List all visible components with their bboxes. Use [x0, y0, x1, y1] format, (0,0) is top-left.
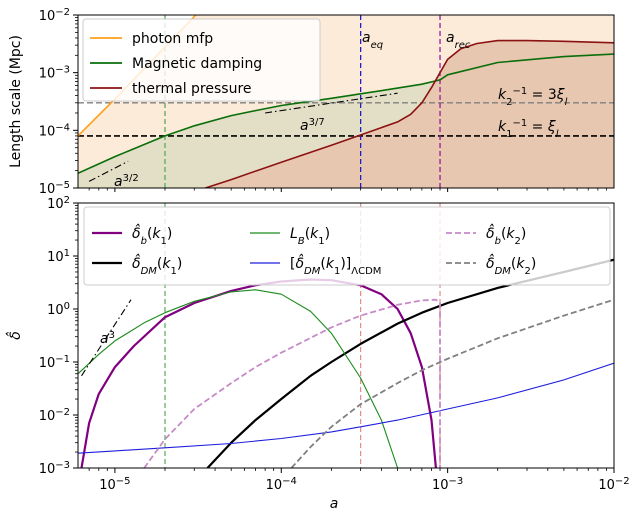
ytick-label-top-1: 10−4	[39, 122, 70, 140]
ytick-label-bottom-2: 10−1	[39, 354, 70, 372]
legend-label-5: δ̂DM(k2)	[486, 253, 536, 276]
legend-label-0: δ̂b(k1)	[132, 223, 172, 246]
top-panel: aeq arec a3/2 a3/7 k2−1 = 3ξl k1−1 = ξl photon…	[8, 7, 615, 198]
ylabel-top: Length scale (Mpc)	[8, 35, 24, 168]
annot-a-3-7: a3/7	[300, 117, 325, 135]
annot-a-eq: aeq	[362, 30, 383, 51]
series-line-thermal-pressure	[205, 39, 614, 188]
frame-bottom	[77, 202, 615, 469]
guide-line-4	[265, 92, 398, 114]
legend-box	[82, 18, 321, 102]
legend-label-2: thermal pressure	[132, 81, 252, 97]
legend-label-1: Magnetic damping	[132, 56, 262, 72]
series-line-3	[78, 362, 614, 454]
xtick-label-bottom-1: 10−4	[266, 476, 297, 494]
legend-label-0: photon mfp	[132, 31, 213, 47]
annot-a-rec: arec	[446, 30, 471, 51]
ytick-label-bottom-1: 10−2	[39, 407, 70, 425]
series-line-magnetic-damping	[78, 53, 614, 175]
legend-label-4: [δ̂DM(k1)]ΛCDM	[290, 253, 381, 276]
series-line-1	[206, 258, 614, 468]
xtick-label-bottom-0: 10−5	[99, 476, 130, 494]
annot-k1: k1−1 = ξl	[498, 118, 559, 140]
series-line-2	[78, 289, 399, 468]
ytick-label-top-3: 10−2	[39, 7, 70, 25]
legend-label-1: LB(k1)	[290, 226, 330, 247]
ytick-label-top-2: 10−3	[39, 64, 70, 82]
xtick-label-bottom-3: 10−2	[598, 476, 629, 494]
annot-k2: k2−1 = 3ξl	[498, 86, 568, 108]
ytick-label-bottom-5: 102	[47, 195, 70, 213]
series-line-4	[143, 298, 441, 468]
legend-label-3: δ̂DM(k1)	[132, 253, 182, 276]
legend-bottom: δ̂b(k1) LB(k1) δ̂b(k2) δ̂DM(k1) [δ̂DM(k1)]ΛC…	[83, 206, 611, 286]
series-line-5	[290, 298, 614, 468]
xtick-label-bottom-2: 10−3	[432, 476, 463, 494]
ytick-label-bottom-3: 100	[47, 301, 70, 319]
ylabel-bottom: δ̂	[5, 331, 24, 340]
frame-top	[77, 14, 615, 189]
bottom-panel: a3 δ̂b(k1) LB(k1) δ̂b(k2) δ̂DM(k1) [δ̂DM(k1)]…	[5, 195, 629, 513]
guide-line-a3	[81, 299, 132, 377]
annot-a-3-2: a3/2	[114, 173, 139, 191]
annot-a-3: a3	[100, 330, 115, 348]
ytick-label-bottom-4: 101	[47, 248, 70, 266]
fill-region-lower	[205, 40, 614, 188]
legend-box	[83, 206, 611, 286]
series-line-0	[80, 278, 437, 468]
xlabel-bottom: a	[330, 496, 339, 512]
ytick-label-top-0: 10−5	[39, 180, 70, 198]
legend-top: photon mfp Magnetic damping thermal pressu…	[82, 18, 321, 102]
legend-label-2: δ̂b(k2)	[486, 223, 526, 246]
ytick-label-bottom-0: 10−3	[39, 460, 70, 478]
